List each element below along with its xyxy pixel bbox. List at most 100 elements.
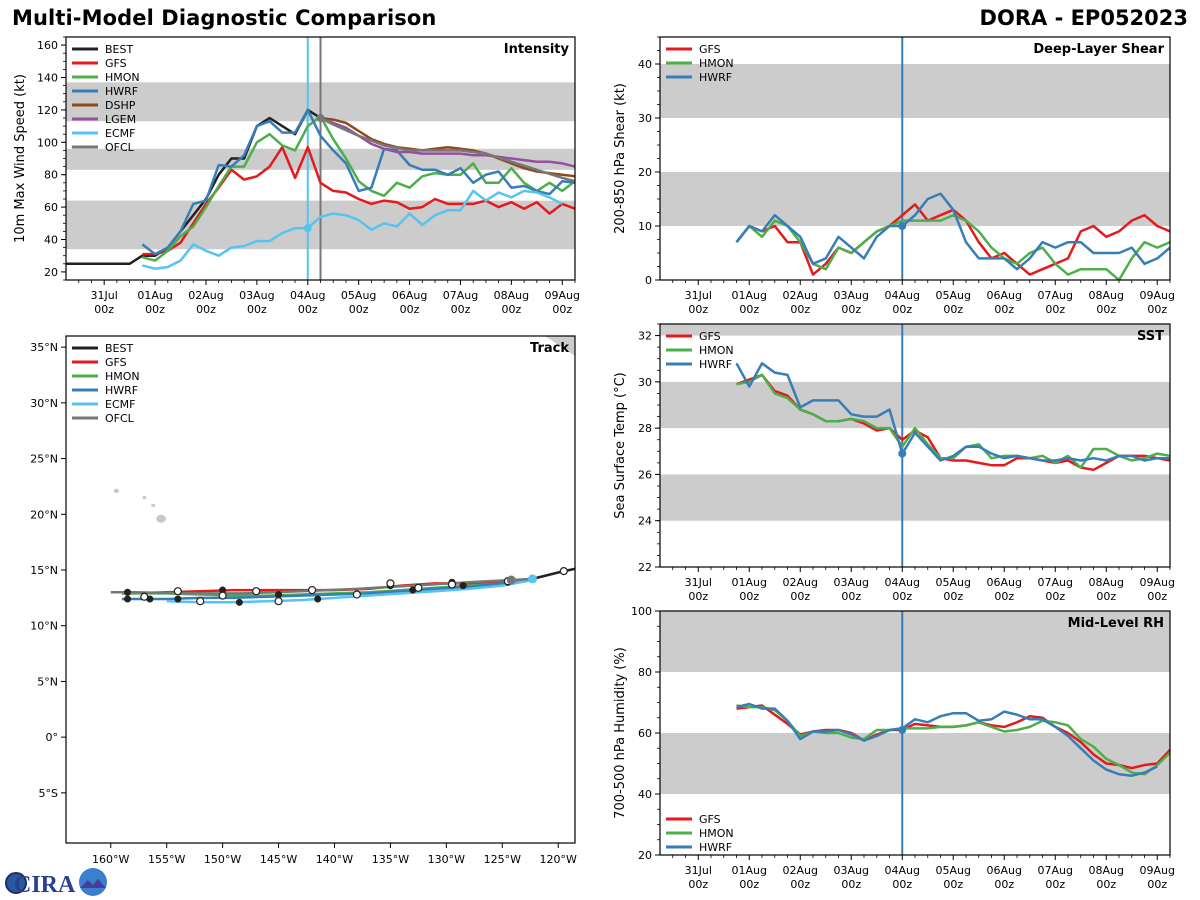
x-tick-label-hour: 00z [943, 303, 963, 316]
legend-label: ECMF [105, 398, 135, 411]
threshold-band [660, 172, 1170, 226]
x-tick-label-date: 03Aug [834, 289, 869, 302]
marker-ecmf [303, 224, 312, 233]
x-tick-label-date: 06Aug [987, 864, 1022, 877]
y-tick-label: 30 [638, 112, 652, 125]
legend-label: HWRF [699, 841, 732, 854]
x-tick-label-hour: 00z [892, 590, 912, 603]
legend-label: HWRF [105, 384, 138, 397]
x-tick-label-hour: 00z [943, 590, 963, 603]
track-point-open [140, 592, 149, 601]
x-tick-label-hour: 00z [94, 303, 114, 316]
y-tick-label: 28 [638, 422, 652, 435]
y-tick-label: 20 [638, 166, 652, 179]
threshold-band [660, 611, 1170, 672]
x-tick-label-hour: 00z [1045, 878, 1065, 891]
legend-label: HWRF [699, 71, 732, 84]
panel-title: Mid-Level RH [1068, 616, 1164, 631]
marker-ofcl [316, 114, 325, 122]
x-tick-label-date: 05Aug [936, 289, 971, 302]
track-point-open [252, 587, 261, 596]
y-tick-label: 100 [631, 605, 652, 618]
track-point-filled [174, 595, 182, 603]
x-tick-label-date: 02Aug [783, 576, 818, 589]
x-tick-label: 120°W [540, 853, 577, 866]
y-tick-label: 32 [638, 330, 652, 343]
track-point-open [447, 580, 457, 589]
series-line-ofcl [319, 116, 575, 183]
track-point-filled [459, 582, 467, 590]
x-tick-label-date: 09Aug [1140, 289, 1175, 302]
x-tick-label: 125°W [484, 853, 521, 866]
legend-label: OFCL [105, 141, 135, 154]
series-line-hmon [736, 373, 1170, 469]
series-line-ecmf [141, 189, 563, 270]
panel-intensity: 2040608010012014016031Jul00z01Aug00z02Au… [13, 36, 580, 316]
panel-title: SST [1137, 329, 1164, 344]
panel-track: 35°N 30°N 25°N 20°N 15°N 10°N 5°N 0° 5°S 160°W 155… [30, 335, 577, 866]
plot-area [660, 324, 1170, 567]
threshold-band [660, 474, 1170, 521]
y-tick-label: 30°N [30, 397, 58, 410]
track-point-open [414, 583, 423, 592]
x-tick-label-hour: 00z [841, 590, 861, 603]
x-tick-label-hour: 00z [688, 303, 708, 316]
x-tick-label: 160°W [92, 853, 129, 866]
track-point-open [308, 585, 317, 595]
y-tick-label: 80 [638, 666, 652, 679]
x-tick-label-hour: 00z [892, 303, 912, 316]
x-tick-label-date: 03Aug [834, 576, 869, 589]
y-tick-label: 20°N [30, 508, 58, 521]
y-tick-label: 25°N [30, 453, 58, 466]
x-tick-label-hour: 00z [739, 590, 759, 603]
track-point-filled [219, 586, 227, 594]
track-point-open [196, 597, 205, 606]
threshold-band [660, 733, 1170, 794]
x-tick-label-date: 01Aug [732, 864, 767, 877]
y-tick-label: 15°N [30, 564, 58, 577]
x-tick-label-hour: 00z [501, 303, 521, 316]
x-tick-label-hour: 00z [298, 303, 318, 316]
x-tick-label-hour: 00z [790, 590, 810, 603]
legend-label: GFS [699, 43, 721, 56]
x-tick-label-date: 31Jul [685, 576, 712, 589]
legend-label: LGEM [105, 113, 136, 126]
x-tick-label-date: 04Aug [885, 576, 920, 589]
x-tick-label-hour: 00z [739, 303, 759, 316]
x-tick-label: 150°W [204, 853, 241, 866]
x-tick-label: 130°W [428, 853, 465, 866]
y-tick-label: 30 [638, 376, 652, 389]
threshold-band [660, 381, 1170, 429]
x-tick-label-date: 05Aug [341, 289, 376, 302]
x-tick-label-date: 01Aug [732, 576, 767, 589]
x-tick-label-date: 31Jul [685, 289, 712, 302]
x-tick-label-hour: 00z [145, 303, 165, 316]
x-tick-label-date: 05Aug [936, 864, 971, 877]
island-hawaii [156, 514, 166, 523]
x-tick-label-hour: 00z [688, 878, 708, 891]
x-tick-label-date: 02Aug [783, 289, 818, 302]
y-tick-label: 160 [37, 39, 58, 52]
x-tick-label-date: 09Aug [1140, 576, 1175, 589]
legend-label: ECMF [105, 127, 135, 140]
legend-label: BEST [105, 342, 133, 355]
track-point-filled [275, 591, 283, 599]
plot-area [110, 336, 575, 606]
threshold-band [660, 324, 1170, 336]
series-line-dshp [320, 116, 575, 178]
track-point-open [274, 597, 283, 606]
x-tick-label-date: 06Aug [392, 289, 427, 302]
series-line-best [532, 567, 575, 581]
x-tick-label-hour: 00z [1096, 878, 1116, 891]
x-tick-label-hour: 00z [739, 878, 759, 891]
x-tick-label-date: 08Aug [1089, 864, 1124, 877]
figure-title: Multi-Model Diagnostic Comparison [12, 6, 437, 30]
storm-id: DORA - EP052023 [979, 6, 1188, 30]
globe-icon [5, 872, 27, 894]
x-tick-label-hour: 00z [1147, 878, 1167, 891]
x-tick-label-hour: 00z [994, 878, 1014, 891]
x-tick-label-date: 07Aug [1038, 289, 1073, 302]
x-tick-label-hour: 00z [790, 878, 810, 891]
plot-area [660, 37, 1170, 280]
